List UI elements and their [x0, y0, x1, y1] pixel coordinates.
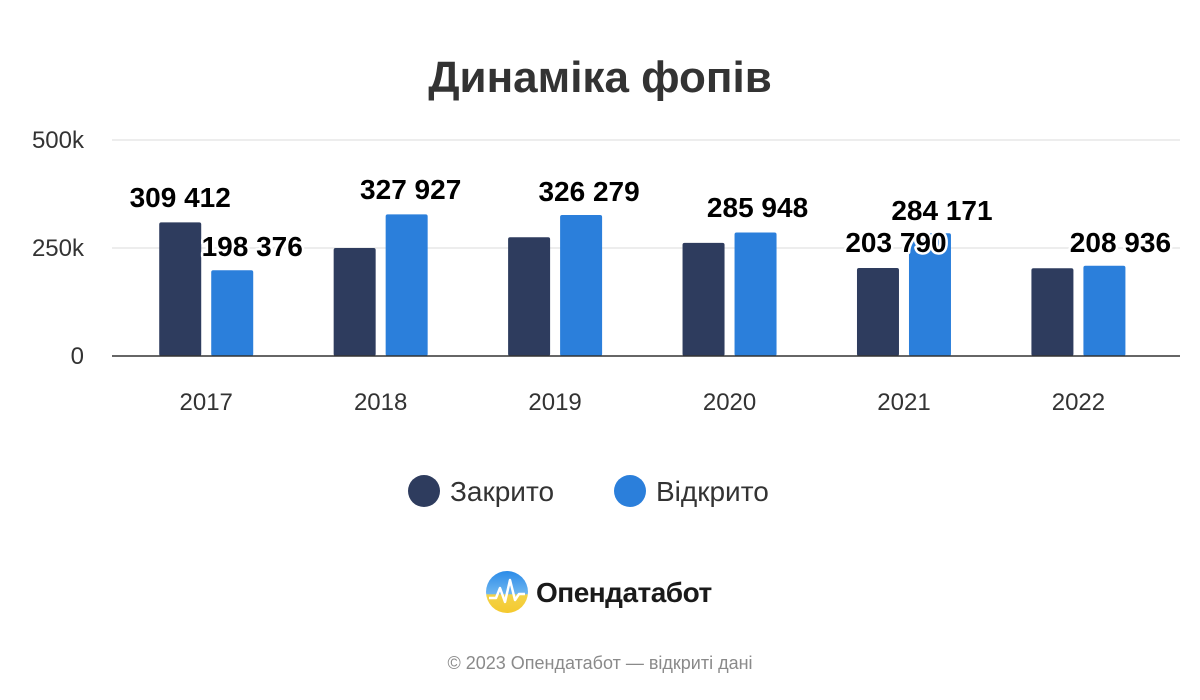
bar-opened-2022 [1083, 265, 1126, 356]
y-tick-label: 500k [32, 127, 85, 154]
x-tick-label: 2019 [528, 389, 581, 416]
bars [159, 214, 1126, 356]
x-tick-label: 2017 [180, 389, 233, 416]
grid-lines [112, 139, 1180, 249]
bar-closed-2020 [682, 242, 725, 356]
data-label: 284 171 [891, 195, 992, 226]
x-tick-label: 2022 [1052, 389, 1105, 416]
data-label: 326 279 [538, 176, 639, 207]
bar-opened-2019 [560, 215, 603, 356]
legend-label: Закрито [450, 476, 554, 507]
bar-closed-2021 [856, 267, 899, 356]
bar-closed-2018 [333, 248, 376, 356]
legend-item-opened[interactable]: Відкрито [614, 475, 769, 507]
legend-swatch-icon [614, 475, 646, 507]
opendatabot-logo: Опендатабот [486, 571, 712, 613]
y-tick-label: 250k [32, 235, 85, 262]
chart-title: Динаміка фопів [428, 53, 772, 102]
footer-copyright: © 2023 Опендатабот — відкриті дані [447, 653, 752, 673]
x-tick-label: 2020 [703, 389, 756, 416]
data-label: 208 936 [1070, 227, 1171, 258]
legend-swatch-icon [408, 475, 440, 507]
bar-closed-2019 [508, 237, 551, 356]
bar-opened-2020 [734, 232, 777, 356]
data-labels: 309 412 198 376 327 927 326 279 285 948 203 7… [127, 172, 1173, 265]
data-label: 198 376 [202, 231, 303, 262]
bar-closed-2017 [159, 222, 202, 356]
data-label: 327 927 [360, 174, 461, 205]
y-tick-label: 0 [71, 343, 84, 370]
x-tick-label: 2021 [877, 389, 930, 416]
x-axis-ticks: 2017 2018 2019 2020 2021 2022 [180, 389, 1106, 416]
y-axis-ticks: 0 250k 500k [32, 127, 85, 370]
bar-opened-2021 [908, 233, 951, 356]
data-label: 309 412 [130, 182, 231, 213]
data-label: 203 790 [845, 227, 946, 258]
legend-item-closed[interactable]: Закрито [408, 475, 554, 507]
data-label: 285 948 [707, 192, 808, 223]
x-tick-label: 2018 [354, 389, 407, 416]
bar-closed-2022 [1031, 268, 1074, 356]
brand-name: Опендатабот [536, 577, 712, 608]
legend-label: Відкрито [656, 476, 769, 507]
bar-opened-2018 [385, 214, 428, 356]
logo-pulse-icon [489, 578, 525, 604]
bar-opened-2017 [211, 270, 254, 356]
legend: Закрито Відкрито [408, 475, 769, 507]
